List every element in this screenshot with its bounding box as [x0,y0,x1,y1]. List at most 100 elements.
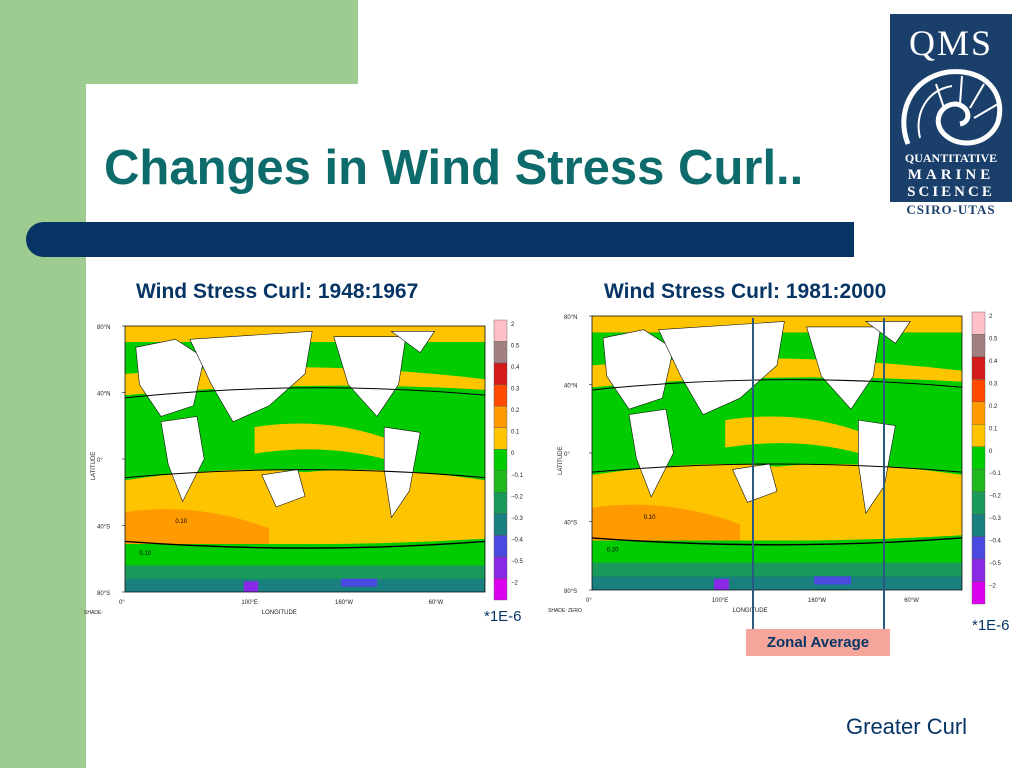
y-axis-label: LATITUDE [91,452,97,481]
zonal-line-left [752,318,754,630]
colorbar-swatch-5 [971,424,986,447]
zonal-line-right [883,318,885,630]
colorbar-swatch-9 [493,513,508,536]
map-field: 0.10 0.10 [124,325,486,593]
contour-label-1: 0.10 [175,519,187,525]
colorbar-label-8: −0.2 [989,494,1002,500]
greater-curl-label: Greater Curl [846,714,968,739]
equatorial-yellow-band [725,416,859,453]
continent-3 [732,463,778,503]
continent-3 [261,469,306,508]
antarctic-purple-patch [714,579,729,590]
contour-north [124,387,486,399]
colorbar-label-5: 0.1 [511,430,520,436]
colorbar-swatch-12 [971,581,986,605]
zonal-average-label: Zonal Average [746,629,890,656]
contour-southern-ocean [124,540,486,549]
continent-0 [135,338,205,417]
lat-tick-0: 80°N [564,315,577,321]
logo-line1: QUANTITATIVE [904,151,998,165]
side-green-bar [0,0,86,768]
contour-label-2: 0.20 [607,548,619,554]
colorbar-label-3: 0.3 [511,387,520,393]
colorbar-swatch-1 [971,334,986,358]
colorbar-label-5: 0.1 [989,426,998,432]
south-orange-band [125,509,269,545]
slide-title: Changes in Wind Stress Curl.. [104,141,804,195]
colorbar-swatch-10 [493,535,508,558]
colorbar-swatch-4 [971,401,986,425]
southern-green-band [125,544,485,566]
colorbar-label-3: 0.3 [989,381,998,387]
colorbar-swatch-11 [971,558,986,582]
title-underline-bar [26,222,854,257]
lat-tick-4: 80°S [97,591,110,597]
southern-teal-band [592,562,962,577]
lon-tick-0: 0° [586,598,592,604]
antarctic-blue-patch [341,578,377,587]
colorbar-swatch-1 [493,341,508,364]
logo-qms-text: QMS [908,23,994,63]
southern-green-band [592,540,962,563]
colorbar-swatch-3 [971,379,986,403]
lat-tick-2: 0° [564,452,570,458]
colorbar-swatch-9 [971,513,986,537]
colorbar-label-9: −0.3 [511,516,524,522]
lat-tick-3: 40°S [564,521,577,527]
colorbar-swatch-6 [493,449,508,471]
continent-0 [602,329,674,410]
colorbar-swatch-2 [493,362,508,385]
unit-note-right: *1E-6 [972,617,1010,634]
colorbar-swatch-8 [493,492,508,515]
contour-label-2: 0.10 [139,551,151,557]
south-orange-band [592,504,740,541]
colorbar-swatch-7 [493,470,508,493]
colorbar-label-10: −0.4 [511,537,524,543]
colorbar-label-1: 0.5 [511,344,520,350]
colorbar-label-7: −0.1 [511,473,524,479]
colorbar-swatch-8 [971,491,986,515]
equatorial-yellow-band [254,423,385,459]
colorbar-swatch-6 [971,446,986,470]
map-title-left: Wind Stress Curl: 1948:1967 [136,280,419,303]
colorbar-label-1: 0.5 [989,336,998,342]
x-axis-label: LONGITUDE [733,608,768,614]
colorbar-label-2: 0.4 [989,359,998,365]
continent-1 [628,408,674,498]
contour-label-1: 0.10 [644,515,656,521]
y-axis-label: LATITUDE [558,446,564,475]
colorbar-label-11: −0.5 [989,561,1002,567]
lat-tick-2: 0° [97,458,103,464]
colorbar-label-0: 2 [989,314,993,320]
lat-tick-1: 40°N [97,392,110,398]
x-axis-label: LONGITUDE [262,610,297,616]
continent-6 [390,331,436,354]
contour-south [591,463,963,473]
colorbar-swatch-10 [971,536,986,560]
contour-southern-ocean [591,537,963,546]
antarctic-blue-patch [814,576,851,585]
shade-note: SHADE: ZERO [548,608,582,614]
nautilus-shell-icon [901,69,1003,146]
southern-teal-band [125,565,485,579]
colorbar-label-6: 0 [989,449,993,455]
colorbar-label-6: 0 [511,451,515,457]
lon-tick-1: 100°E [712,598,728,604]
lon-tick-2: 160°W [335,600,353,606]
logo-line2: MARINE [907,167,995,183]
colorbar-swatch-3 [493,384,508,407]
continent-6 [864,321,911,344]
colorbar-label-11: −0.5 [511,559,524,565]
map-field: 0.10 0.20 [591,315,963,591]
colorbar-label-4: 0.2 [989,404,998,410]
colorbar-label-10: −0.4 [989,539,1002,545]
colorbar-swatch-7 [971,469,986,492]
antarctic-band [125,578,485,592]
continent-2 [189,330,313,423]
logo-words: QUANTITATIVE MARINE SCIENCE [896,150,1006,201]
shade-note: SHADE: [84,610,103,616]
lon-tick-0: 0° [119,600,125,606]
lat-tick-1: 40°N [564,384,577,390]
colorbar-label-4: 0.2 [511,408,520,414]
